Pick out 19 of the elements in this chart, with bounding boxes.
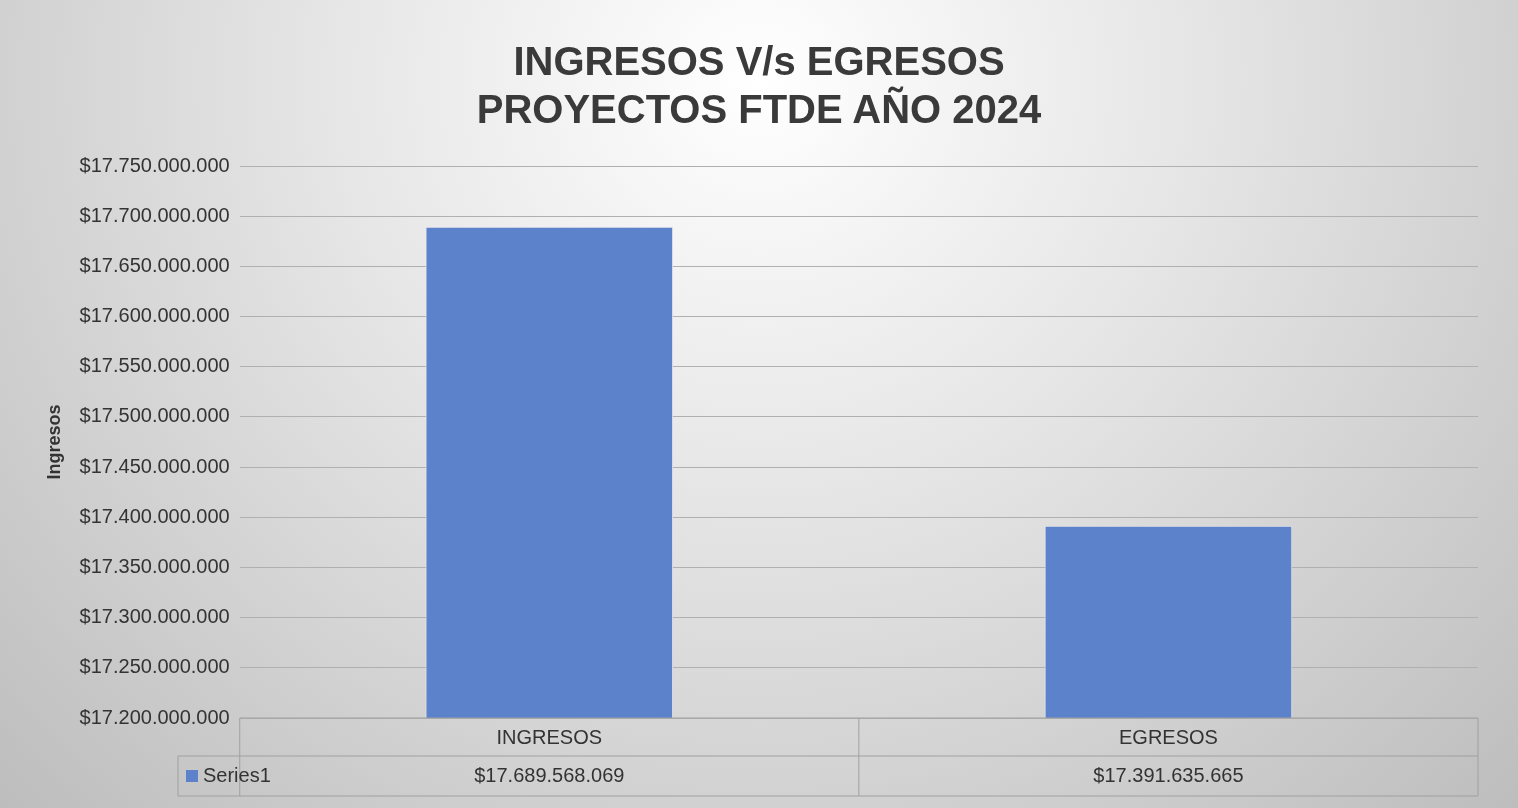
data-label: $17.391.635.665	[1093, 763, 1244, 786]
y-axis-title: Ingresos	[43, 404, 64, 480]
y-tick-label: $17.700.000.000	[79, 203, 230, 226]
y-tick-label: $17.650.000.000	[79, 253, 230, 276]
y-tick-label: $17.400.000.000	[79, 504, 230, 527]
y-tick-label: $17.300.000.000	[79, 605, 230, 628]
y-tick-label: $17.600.000.000	[79, 304, 230, 327]
legend-label: Series1	[203, 763, 271, 786]
y-tick-label: $17.200.000.000	[79, 705, 230, 728]
y-tick-label: $17.500.000.000	[79, 404, 230, 427]
y-tick-label: $17.250.000.000	[79, 655, 230, 678]
y-tick-label: $17.350.000.000	[79, 554, 230, 577]
data-label: $17.689.568.069	[474, 763, 625, 786]
x-tick-label: EGRESOS	[1118, 725, 1218, 748]
y-tick-label: $17.750.000.000	[79, 153, 230, 176]
chart-title: INGRESOS V/s EGRESOS PROYECTOS FTDE AÑO 2024	[476, 39, 1043, 132]
x-tick-label: INGRESOS	[496, 725, 603, 748]
y-tick-label: $17.450.000.000	[79, 454, 230, 477]
y-tick-label: $17.550.000.000	[79, 354, 230, 377]
